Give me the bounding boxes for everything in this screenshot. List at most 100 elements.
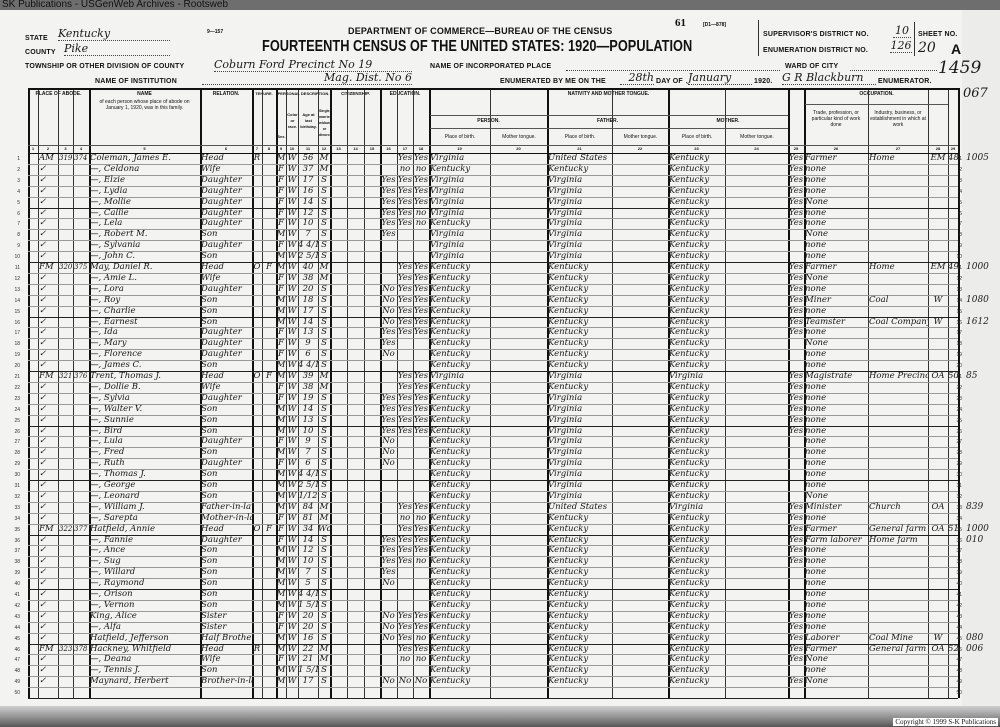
header-mother-tongue: Mother tongue. [740, 134, 774, 140]
sex: M [276, 425, 286, 436]
age [298, 687, 318, 698]
mother-birthplace: Kentucky [669, 316, 710, 327]
line-number: 35 [14, 526, 20, 533]
mother-birthplace: Kentucky [669, 676, 710, 687]
attended-school: Yes [381, 414, 396, 425]
line-number: 29 [14, 461, 20, 468]
father-birthplace: Virginia [548, 392, 583, 403]
relation: Daughter [201, 327, 242, 338]
speaks-english: Yes [788, 283, 804, 294]
relation: Head [201, 153, 224, 163]
header-person: PERSON. [477, 118, 500, 124]
class-of-worker [928, 578, 948, 589]
free-or-mortgaged [262, 327, 276, 338]
row-rule [28, 392, 958, 394]
institution-value: Mag. Dist. No 6 [202, 71, 412, 85]
can-read: Yes [397, 425, 413, 436]
age: 10 [302, 425, 314, 436]
attended-school: No [382, 283, 395, 294]
sex: F [278, 512, 284, 523]
age: 6 [305, 458, 311, 469]
relation: Mother-in-law [201, 512, 252, 523]
class-of-worker [928, 404, 948, 415]
line-number: 45 [14, 635, 20, 642]
incorporated-place-field [566, 62, 780, 71]
farm-schedule [948, 502, 958, 513]
free-or-mortgaged [262, 447, 276, 458]
dwelling-number [58, 491, 73, 502]
attended-school: No [382, 305, 395, 316]
dwelling-mark: ✓ [39, 589, 47, 599]
age: 34 [302, 523, 314, 534]
occupation: Farmer [805, 523, 837, 534]
line-number-right: 7 [959, 221, 962, 228]
father-birthplace: Kentucky [548, 262, 589, 272]
relation: Son [201, 599, 218, 610]
free-or-mortgaged [262, 415, 276, 426]
census-sheet [0, 10, 962, 710]
attended-school [380, 273, 397, 284]
father-birthplace: Kentucky [548, 578, 589, 589]
relation: Son [201, 665, 218, 676]
birthplace: Virginia [430, 371, 465, 381]
dwelling-number: 320 [59, 263, 73, 271]
occupation-rule [805, 104, 948, 105]
birthplace: Virginia [430, 229, 465, 240]
person-name: Hatfield, Annie [90, 523, 155, 534]
free-or-mortgaged [262, 197, 276, 208]
dwelling-number [58, 480, 73, 491]
dwelling-mark: ✓ [39, 381, 47, 392]
dwelling-mark: ✓ [39, 578, 47, 589]
father-birthplace: Kentucky [548, 589, 589, 599]
home-tenure [252, 284, 262, 295]
line-number-right: 38 [956, 559, 962, 566]
speaks-english: Yes [788, 545, 804, 556]
birthplace: Kentucky [430, 327, 471, 338]
attended-school [380, 491, 397, 502]
can-read [397, 600, 413, 611]
birthplace: Kentucky [430, 436, 471, 447]
birthplace: Kentucky [430, 283, 471, 294]
attended-school: Yes [381, 207, 396, 218]
can-read: Yes [397, 556, 413, 567]
marital-status: S [321, 360, 327, 371]
occupation: Magistrate [805, 371, 853, 381]
class-of-worker [928, 513, 948, 524]
occupation: none [805, 403, 827, 414]
farm-schedule: 48 [948, 153, 958, 163]
can-write: Yes [413, 534, 429, 545]
age: 81 [302, 512, 314, 523]
birthplace: Kentucky [430, 262, 471, 272]
family-number [73, 556, 89, 567]
line-number: 40 [14, 581, 20, 588]
race: W [287, 174, 297, 185]
age: 56 [302, 153, 314, 163]
mother-birthplace: Kentucky [669, 196, 710, 207]
father-birthplace: Virginia [548, 447, 583, 458]
row-rule [28, 523, 958, 525]
industry [868, 327, 928, 338]
dwelling-number [58, 567, 73, 578]
home-tenure [252, 175, 262, 186]
industry [868, 208, 928, 219]
speaks-english [788, 687, 804, 698]
dwelling-number [58, 578, 73, 589]
row-rule [28, 534, 958, 536]
census-table: 1 2 3 4 5 6 7 8 9 10 11 12 13 14 15 16 17 18 19 20 21 22 23 24 2… [14, 88, 989, 699]
dwelling-mark: ✓ [39, 163, 47, 174]
person-name: —, Ance [90, 545, 126, 556]
farm-schedule [948, 611, 958, 622]
column-number: 28 [935, 146, 941, 151]
free-or-mortgaged [262, 676, 276, 687]
person-name: —, Bird [90, 425, 123, 436]
can-write [413, 360, 429, 371]
free-or-mortgaged [262, 306, 276, 317]
race: W [287, 480, 297, 490]
marital-status: S [321, 251, 327, 262]
row-rule [28, 196, 958, 198]
margin-note: 080 [966, 632, 984, 643]
can-read: Yes [397, 501, 413, 512]
line-number: 46 [14, 646, 20, 653]
sex: M [276, 305, 286, 316]
line-number-right: 49 [956, 679, 962, 686]
